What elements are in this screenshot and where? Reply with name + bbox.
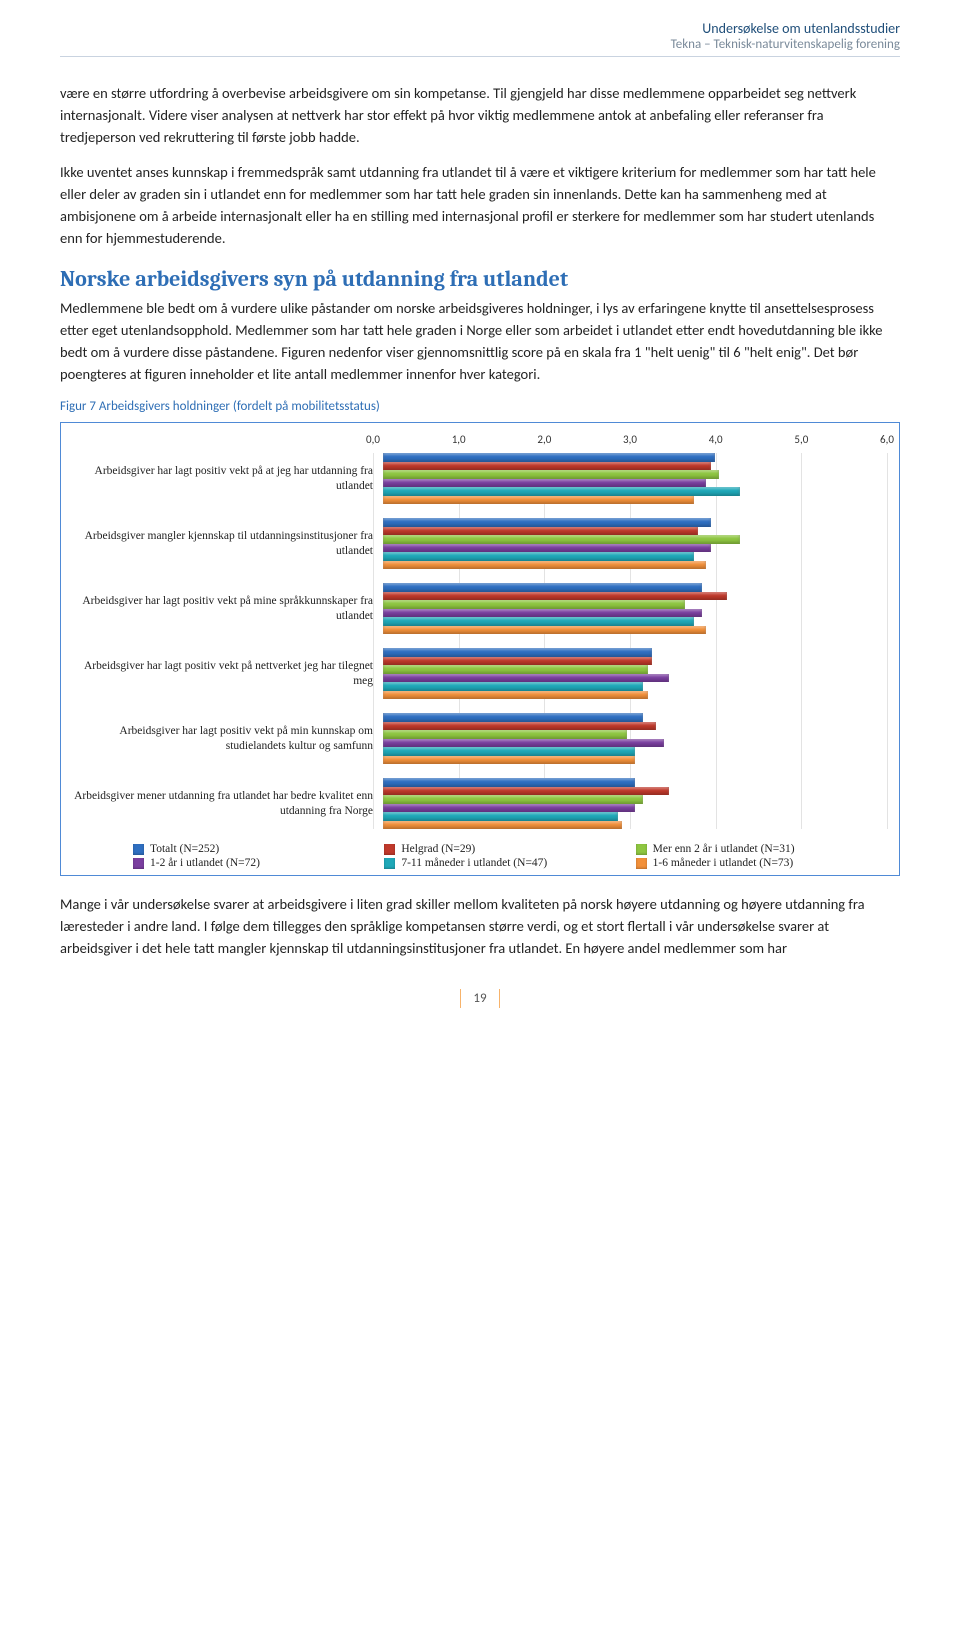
legend-swatch [384, 844, 395, 855]
chart-group: Arbeidsgiver mener utdanning fra utlande… [73, 778, 887, 829]
chart-bars [383, 778, 887, 829]
chart-gridlines [373, 453, 887, 829]
chart-bar [383, 739, 664, 748]
chart-group: Arbeidsgiver har lagt positiv vekt på at… [73, 453, 887, 504]
chart-bars [383, 583, 887, 634]
chart-legend: Totalt (N=252) Helgrad (N=29) Mer enn 2 år… [133, 843, 887, 869]
section-heading: Norske arbeidsgivers syn på utdanning fr… [60, 263, 900, 296]
body-text: være en større utfordring å overbevise a… [60, 83, 900, 385]
chart-x-axis: 0,01,02,03,04,05,06,0 [373, 433, 887, 453]
body-text: Mange i vår undersøkelse svarer at arbei… [60, 894, 900, 959]
chart-bar [383, 657, 652, 666]
paragraph: Mange i vår undersøkelse svarer at arbei… [60, 894, 900, 959]
chart-bar [383, 730, 627, 739]
chart-group: Arbeidsgiver mangler kjennskap til utdan… [73, 518, 887, 569]
chart-bar [383, 665, 648, 674]
chart-bars [383, 648, 887, 699]
legend-item: 1-6 måneder i utlandet (N=73) [636, 857, 887, 869]
chart-container: 0,0 1,0 2,0 3,0 4,0 5,0 6,0 Arbeidsgiver har la… [60, 422, 900, 876]
legend-item: Totalt (N=252) [133, 843, 384, 855]
chart-group-label: Arbeidsgiver har lagt positiv vekt på ne… [73, 659, 383, 688]
chart-bar [383, 552, 694, 561]
chart-bar [383, 682, 643, 691]
chart-bar [383, 487, 740, 496]
axis-tick: 3,0 [623, 433, 637, 446]
chart-bar [383, 583, 702, 592]
legend-label: 1-2 år i utlandet (N=72) [150, 857, 260, 869]
axis-tick: 0,0 [366, 433, 380, 446]
legend-label: 1-6 måneder i utlandet (N=73) [653, 857, 794, 869]
chart-bar [383, 756, 635, 765]
figure-caption: Figur 7 Arbeidsgivers holdninger (fordel… [60, 399, 900, 414]
legend-swatch [133, 858, 144, 869]
page-number: 19 [60, 988, 900, 1008]
axis-tick: 6,0 [880, 433, 894, 446]
chart-bar [383, 561, 706, 570]
legend-item: 1-2 år i utlandet (N=72) [133, 857, 384, 869]
axis-tick: 4,0 [709, 433, 723, 446]
chart-bar [383, 804, 635, 813]
chart-bar [383, 592, 727, 601]
chart-bar [383, 821, 622, 830]
chart-group-label: Arbeidsgiver har lagt positiv vekt på mi… [73, 724, 383, 753]
legend-label: Totalt (N=252) [150, 843, 219, 855]
paragraph: Ikke uventet anses kunnskap i fremmedspr… [60, 162, 900, 249]
chart-bar [383, 674, 669, 683]
paragraph: være en større utfordring å overbevise a… [60, 83, 900, 148]
chart-bar [383, 747, 635, 756]
chart-group-label: Arbeidsgiver mangler kjennskap til utdan… [73, 529, 383, 558]
chart-bar [383, 609, 702, 618]
chart-bar [383, 600, 685, 609]
paragraph: Medlemmene ble bedt om å vurdere ulike p… [60, 298, 900, 385]
legend-swatch [636, 858, 647, 869]
chart-bar [383, 626, 706, 635]
legend-swatch [636, 844, 647, 855]
chart-bar [383, 617, 694, 626]
legend-swatch [384, 858, 395, 869]
chart-bar [383, 527, 698, 536]
chart-bar [383, 812, 618, 821]
chart-bar [383, 470, 719, 479]
chart-bar [383, 722, 656, 731]
legend-label: Mer enn 2 år i utlandet (N=31) [653, 843, 795, 855]
legend-label: 7-11 måneder i utlandet (N=47) [401, 857, 547, 869]
axis-tick: 5,0 [794, 433, 808, 446]
chart-group-label: Arbeidsgiver har lagt positiv vekt på mi… [73, 594, 383, 623]
chart-group-label: Arbeidsgiver mener utdanning fra utlande… [73, 789, 383, 818]
axis-tick: 2,0 [537, 433, 551, 446]
axis-tick: 1,0 [452, 433, 466, 446]
chart-bar [383, 453, 715, 462]
chart-bar [383, 535, 740, 544]
legend-item: 7-11 måneder i utlandet (N=47) [384, 857, 635, 869]
page-header: Undersøkelse om utenlandsstudier Tekna –… [60, 20, 900, 57]
chart-bar [383, 496, 694, 505]
legend-item: Mer enn 2 år i utlandet (N=31) [636, 843, 887, 855]
chart-bar [383, 462, 711, 471]
legend-label: Helgrad (N=29) [401, 843, 475, 855]
chart-bar [383, 518, 711, 527]
legend-item: Helgrad (N=29) [384, 843, 635, 855]
chart-bar [383, 648, 652, 657]
chart-bar [383, 787, 669, 796]
header-subtitle: Tekna – Teknisk-naturvitenskapelig foren… [60, 37, 900, 52]
legend-swatch [133, 844, 144, 855]
chart-bar [383, 713, 643, 722]
chart-bar [383, 544, 711, 553]
chart-group: Arbeidsgiver har lagt positiv vekt på mi… [73, 713, 887, 764]
chart-bars [383, 453, 887, 504]
chart-bar [383, 778, 635, 787]
chart-bar [383, 479, 706, 488]
chart-group: Arbeidsgiver har lagt positiv vekt på ne… [73, 648, 887, 699]
chart-bars [383, 713, 887, 764]
chart-group-label: Arbeidsgiver har lagt positiv vekt på at… [73, 464, 383, 493]
chart-bar [383, 691, 648, 700]
chart-bar [383, 795, 643, 804]
header-title: Undersøkelse om utenlandsstudier [60, 20, 900, 37]
chart-bars [383, 518, 887, 569]
chart-group: Arbeidsgiver har lagt positiv vekt på mi… [73, 583, 887, 634]
